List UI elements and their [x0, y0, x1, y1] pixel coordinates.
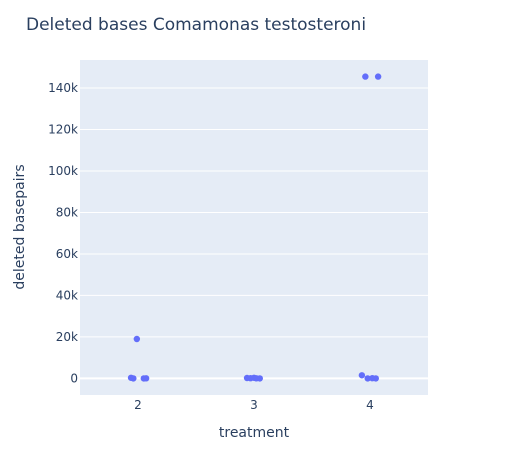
x-tick-label: 4	[366, 398, 374, 412]
data-point	[130, 375, 137, 382]
y-tick-label: 100k	[48, 164, 78, 178]
data-point	[374, 73, 382, 80]
data-point	[142, 375, 150, 382]
y-tick-label: 80k	[56, 205, 78, 219]
y-axis-title: deleted basepairs	[12, 164, 28, 289]
data-point	[364, 375, 371, 382]
data-point	[133, 335, 141, 343]
data-point	[256, 375, 263, 382]
y-tick-label: 140k	[48, 81, 78, 95]
y-tick-label: 40k	[56, 288, 78, 302]
y-tick-label: 60k	[56, 247, 78, 261]
x-axis-title: treatment	[219, 425, 290, 441]
y-tick-label: 120k	[48, 122, 78, 136]
data-points	[127, 73, 382, 382]
x-tick-label: 3	[250, 398, 258, 412]
x-tick-label: 2	[134, 398, 142, 412]
plot-area	[80, 60, 428, 395]
chart-title: Deleted bases Comamonas testosteroni	[26, 15, 366, 35]
y-axis-ticks: 0 20k 40k 60k 80k 100k 120k 140k	[48, 81, 78, 385]
data-point	[372, 375, 379, 382]
data-point	[358, 372, 366, 379]
data-point	[362, 73, 369, 80]
x-axis-ticks: 2 3 4	[134, 398, 374, 412]
y-tick-label: 0	[70, 371, 78, 385]
y-tick-label: 20k	[56, 330, 78, 344]
